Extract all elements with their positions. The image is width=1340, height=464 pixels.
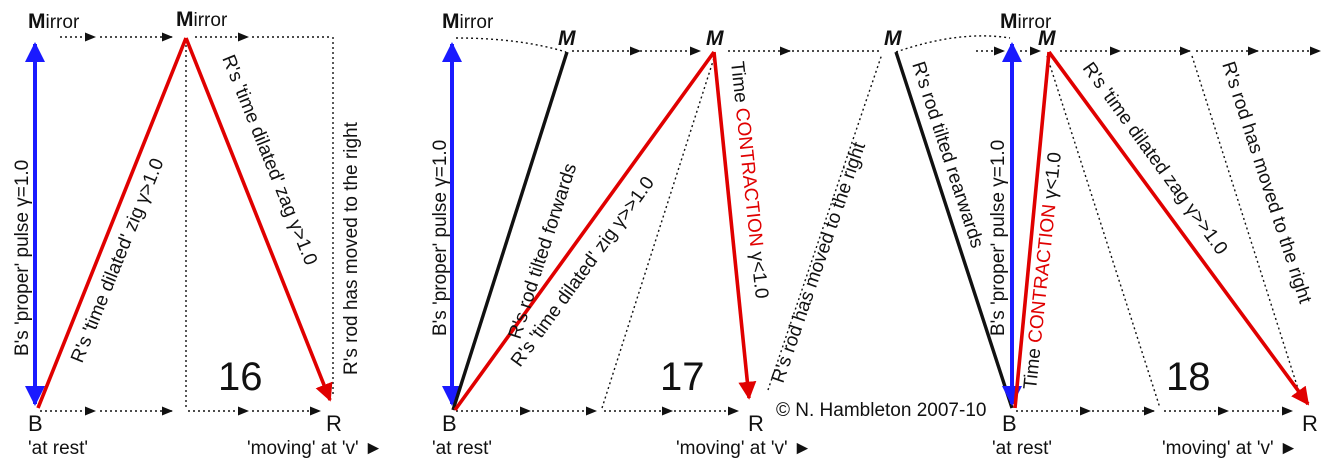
mirror-label-left: Mirror bbox=[28, 10, 80, 33]
panel-number-16: 16 bbox=[218, 355, 263, 399]
rod-moved-label-18: R's rod has moved to the right bbox=[1217, 59, 1315, 307]
arc-dotted bbox=[455, 37, 567, 53]
arc-dotted-18 bbox=[895, 35, 1011, 53]
moving-label-18: 'moving' at 'v' ► bbox=[1162, 438, 1298, 459]
red-contraction-line-18 bbox=[1013, 51, 1051, 409]
panel-16: Mirror Mirror B's 'proper' pulse γ=1.0 R… bbox=[12, 8, 383, 459]
proper-pulse-label-17: B's 'proper' pulse γ=1.0 bbox=[430, 140, 451, 336]
mirror-label-mid: Mirror bbox=[176, 8, 228, 31]
zag-label-18: R's 'time dilated zag γ>>1.0 bbox=[1078, 59, 1231, 259]
rod-moved-label: R's rod has moved to the right bbox=[341, 121, 362, 375]
tilted-dotted-rod-18a bbox=[1046, 55, 1161, 409]
panel-number-18: 18 bbox=[1166, 355, 1211, 399]
black-tilted-rod-rear bbox=[894, 51, 1014, 409]
red-zag-arrow bbox=[184, 37, 333, 402]
proper-pulse-label-18: B's 'proper' pulse γ=1.0 bbox=[988, 140, 1009, 336]
tilted-dotted-rod-18b bbox=[1191, 55, 1301, 396]
proper-pulse-label: B's 'proper' pulse γ=1.0 bbox=[12, 160, 33, 356]
rod-tilted-label-18: R's rod tilted rearwards bbox=[907, 59, 987, 251]
b-label: B bbox=[28, 411, 43, 436]
m-label-left-18: M bbox=[884, 27, 902, 50]
tilted-dotted-rod-1 bbox=[601, 57, 715, 409]
contraction-label-17: Time CONTRACTION γ<1.0 bbox=[726, 60, 772, 299]
m-label-2: M bbox=[706, 27, 724, 50]
zig-label: R's 'time dilated' zig γ>1.0 bbox=[67, 156, 168, 366]
tilted-dotted-rod-2 bbox=[767, 53, 883, 391]
panel-number-17: 17 bbox=[660, 355, 705, 399]
moving-label-17: 'moving' at 'v' ► bbox=[676, 438, 812, 459]
red-zig-line-17 bbox=[453, 50, 716, 412]
black-tilted-rod bbox=[451, 51, 569, 411]
r-label-18: R bbox=[1302, 411, 1318, 436]
rod-moved-label-17: R's rod has moved to the right bbox=[768, 139, 870, 386]
red-zig-line bbox=[36, 37, 188, 409]
r-label: R bbox=[326, 411, 342, 436]
m-label-1: M bbox=[558, 27, 576, 50]
red-zag-arrow-18 bbox=[1047, 50, 1310, 406]
at-rest-label-18: 'at rest' bbox=[992, 438, 1052, 459]
at-rest-label: 'at rest' bbox=[28, 438, 88, 459]
mirror-label-17: Mirror bbox=[442, 10, 494, 33]
mirror-label-18: Mirror bbox=[1000, 10, 1052, 33]
panel-18: M Mirror M R's rod tilted rearwards B's … bbox=[884, 10, 1322, 459]
b-label-18: B bbox=[1002, 411, 1017, 436]
moving-label: 'moving' at 'v' ► bbox=[247, 438, 383, 459]
m-label-mid-18: M bbox=[1038, 27, 1056, 50]
copyright-text: © N. Hambleton 2007-10 bbox=[776, 400, 986, 421]
at-rest-label-17: 'at rest' bbox=[432, 438, 492, 459]
red-contraction-arrow bbox=[712, 51, 757, 400]
r-label-17: R bbox=[748, 411, 764, 436]
b-label-17: B bbox=[442, 411, 457, 436]
